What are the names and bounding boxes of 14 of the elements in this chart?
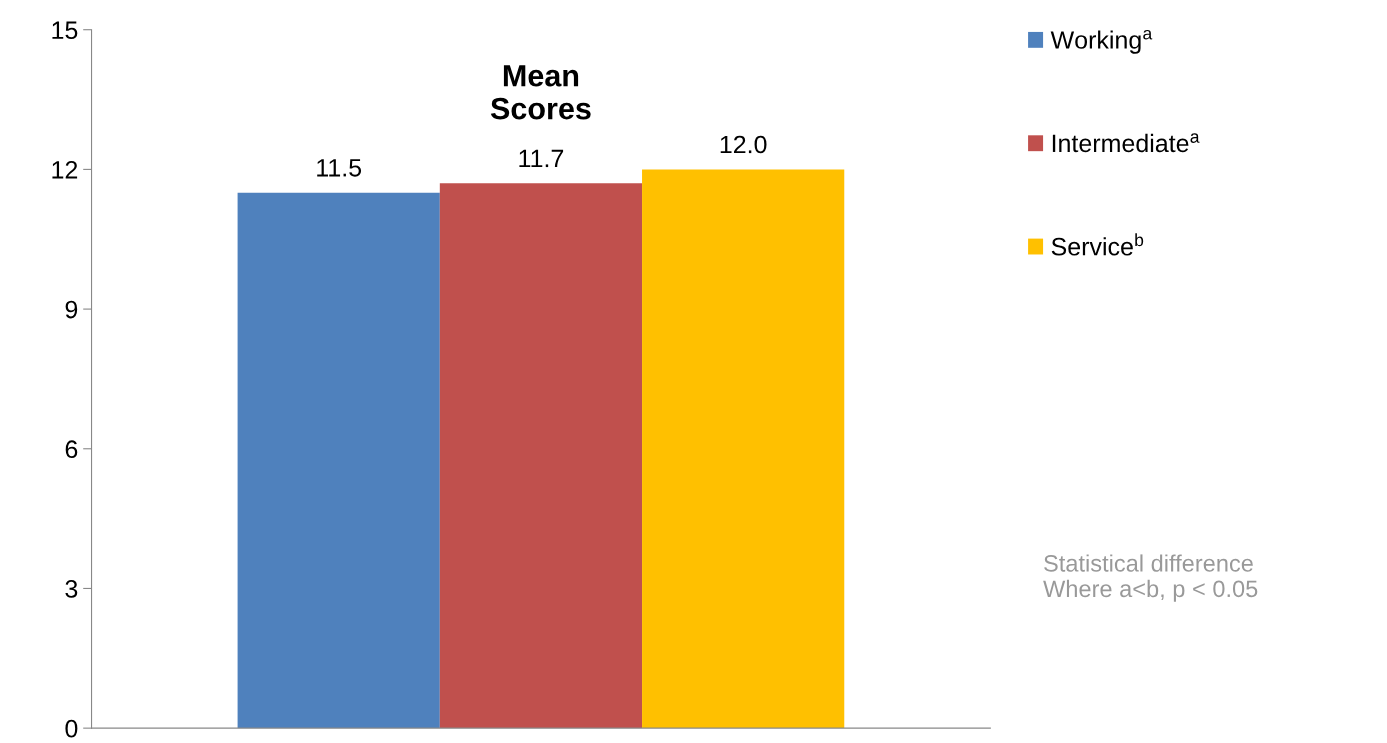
text: Mean Scores — [490, 65, 591, 120]
data-label: 12.0 — [720, 135, 767, 154]
y-tick-label: 3 — [65, 580, 78, 598]
text: Statistical difference Where a<b, p < 0.05 — [1043, 554, 1258, 602]
y-tick-label: 0 — [65, 719, 78, 738]
y-tick-label: 6 — [65, 440, 78, 459]
data-label: 11.7 — [519, 149, 564, 168]
y-tick-label: 12 — [52, 161, 78, 179]
legend-label: Intermediate$^{a}$ — [1052, 133, 1200, 153]
y-tick-label: 9 — [65, 300, 78, 319]
legend-label: Service$^{b}$ — [1051, 233, 1144, 256]
legend-label: Working$^{a}$ — [1050, 29, 1153, 54]
y-tick-label: 15 — [52, 21, 78, 40]
data-label: 11.5 — [317, 159, 362, 177]
